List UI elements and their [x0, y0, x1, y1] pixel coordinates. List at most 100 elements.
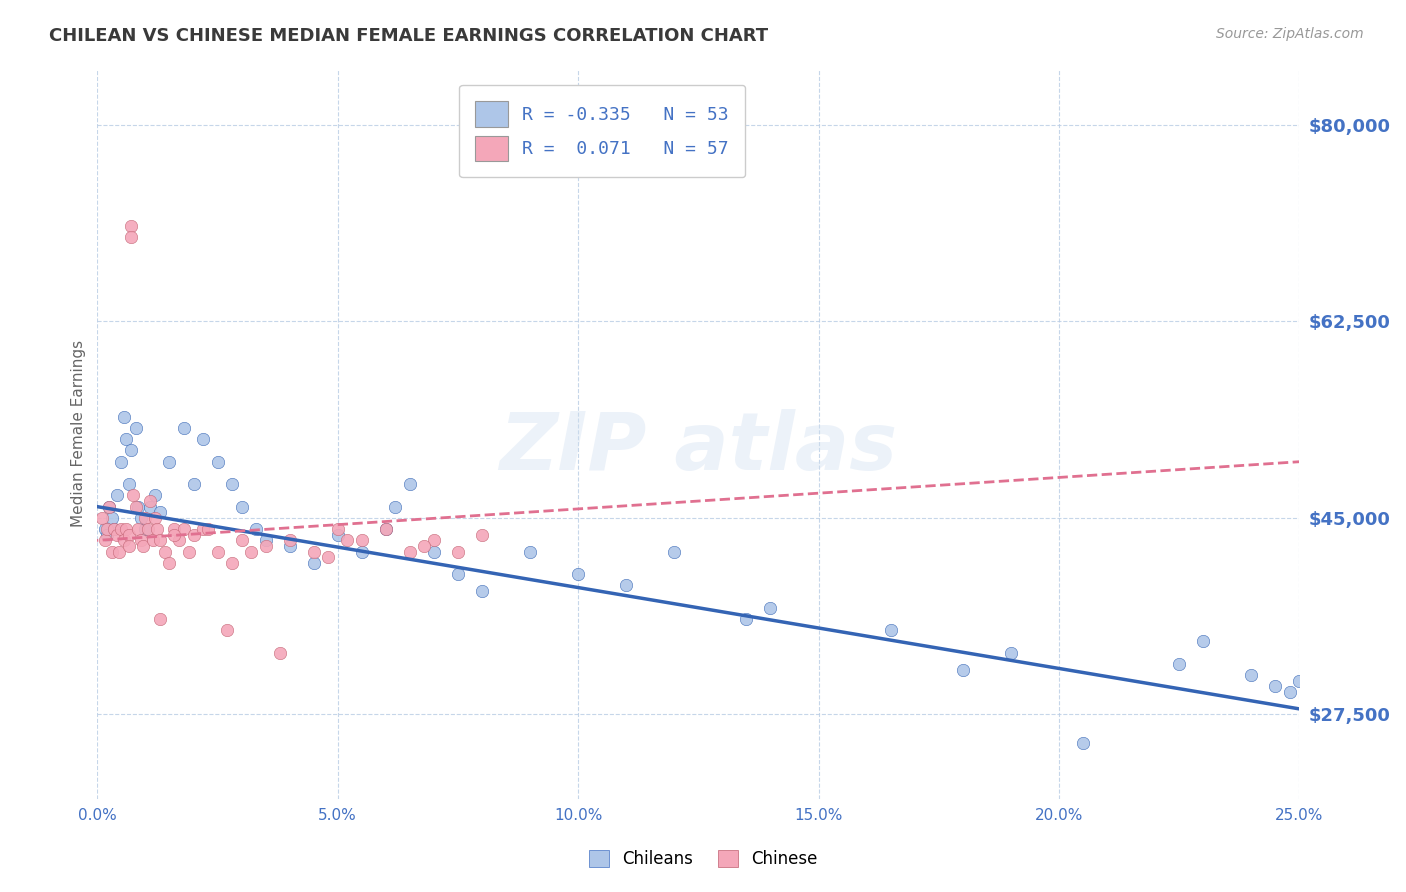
Point	[471, 583, 494, 598]
Point	[115, 522, 138, 536]
Point	[1264, 680, 1286, 694]
Point	[231, 533, 253, 548]
Point	[146, 522, 169, 536]
Point	[177, 544, 200, 558]
Point	[103, 522, 125, 536]
Point	[326, 522, 349, 536]
Point	[129, 511, 152, 525]
Point	[117, 477, 139, 491]
Point	[93, 522, 115, 536]
Point	[245, 522, 267, 536]
Point	[134, 511, 156, 525]
Point	[143, 488, 166, 502]
Point	[100, 544, 122, 558]
Point	[129, 533, 152, 548]
Point	[217, 624, 239, 638]
Point	[127, 522, 149, 536]
Point	[139, 494, 162, 508]
Point	[93, 533, 115, 548]
Point	[423, 533, 446, 548]
Point	[112, 409, 135, 424]
Point	[1000, 646, 1022, 660]
Point	[143, 511, 166, 525]
Point	[100, 511, 122, 525]
Point	[163, 527, 186, 541]
Point	[112, 533, 135, 548]
Point	[254, 533, 277, 548]
Point	[1168, 657, 1191, 671]
Text: Source: ZipAtlas.com: Source: ZipAtlas.com	[1216, 27, 1364, 41]
Point	[163, 522, 186, 536]
Point	[399, 477, 422, 491]
Text: CHILEAN VS CHINESE MEDIAN FEMALE EARNINGS CORRELATION CHART: CHILEAN VS CHINESE MEDIAN FEMALE EARNING…	[49, 27, 768, 45]
Point	[614, 578, 637, 592]
Point	[120, 219, 142, 233]
Point	[136, 522, 159, 536]
Y-axis label: Median Female Earnings: Median Female Earnings	[72, 340, 86, 527]
Point	[278, 533, 301, 548]
Point	[399, 544, 422, 558]
Point	[153, 544, 176, 558]
Point	[108, 544, 131, 558]
Point	[103, 522, 125, 536]
Point	[471, 527, 494, 541]
Point	[127, 500, 149, 514]
Point	[1071, 735, 1094, 749]
Point	[110, 455, 132, 469]
Point	[105, 488, 128, 502]
Point	[139, 500, 162, 514]
Point	[96, 527, 118, 541]
Point	[423, 544, 446, 558]
Point	[231, 500, 253, 514]
Point	[149, 612, 172, 626]
Point	[413, 539, 436, 553]
Point	[254, 539, 277, 553]
Point	[91, 511, 114, 525]
Point	[221, 556, 243, 570]
Point	[1278, 685, 1301, 699]
Point	[173, 522, 195, 536]
Point	[207, 544, 229, 558]
Point	[115, 432, 138, 446]
Point	[117, 527, 139, 541]
Point	[302, 556, 325, 570]
Point	[122, 488, 145, 502]
Legend: Chileans, Chinese: Chileans, Chinese	[582, 843, 824, 875]
Point	[336, 533, 359, 548]
Point	[269, 646, 291, 660]
Point	[879, 624, 901, 638]
Point	[374, 522, 396, 536]
Point	[149, 533, 172, 548]
Point	[173, 421, 195, 435]
Point	[519, 544, 541, 558]
Text: ZIP atlas: ZIP atlas	[499, 409, 897, 487]
Point	[134, 522, 156, 536]
Point	[374, 522, 396, 536]
Point	[159, 556, 181, 570]
Point	[96, 522, 118, 536]
Point	[664, 544, 686, 558]
Point	[120, 443, 142, 458]
Point	[98, 500, 121, 514]
Point	[98, 500, 121, 514]
Point	[240, 544, 263, 558]
Point	[1288, 673, 1310, 688]
Point	[132, 539, 155, 553]
Point	[447, 567, 470, 582]
Point	[221, 477, 243, 491]
Point	[191, 522, 214, 536]
Point	[350, 533, 373, 548]
Point	[197, 522, 219, 536]
Point	[105, 527, 128, 541]
Point	[167, 533, 190, 548]
Point	[759, 600, 782, 615]
Point	[447, 544, 470, 558]
Point	[316, 550, 339, 565]
Point	[384, 500, 406, 514]
Point	[149, 505, 172, 519]
Point	[142, 533, 165, 548]
Point	[567, 567, 589, 582]
Point	[302, 544, 325, 558]
Point	[125, 500, 148, 514]
Point	[952, 663, 974, 677]
